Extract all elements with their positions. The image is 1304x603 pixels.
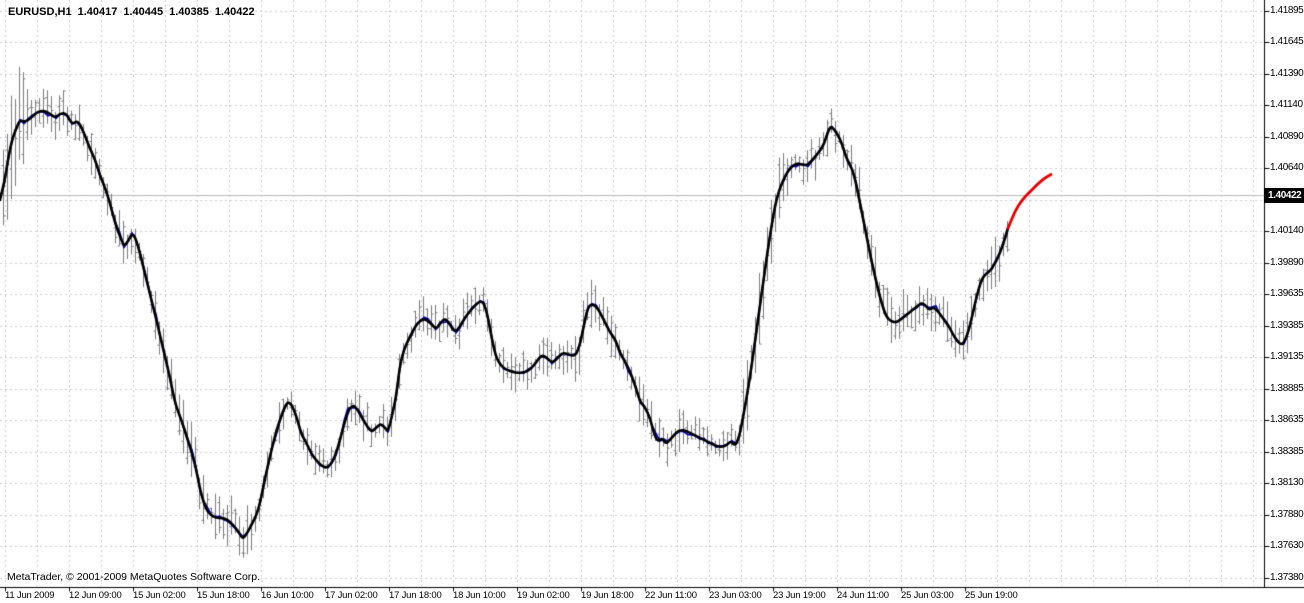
price-axis-label: 1.39385 xyxy=(1270,320,1304,331)
time-axis-label: 15 Jun 18:00 xyxy=(197,590,250,601)
price-axis-label: 1.39635 xyxy=(1270,288,1304,299)
time-axis-label: 16 Jun 10:00 xyxy=(261,590,314,601)
price-axis-label: 1.39135 xyxy=(1270,351,1304,362)
time-axis-label: 12 Jun 09:00 xyxy=(69,590,122,601)
time-axis-label: 17 Jun 18:00 xyxy=(389,590,442,601)
price-axis-label: 1.37630 xyxy=(1270,540,1304,551)
time-axis-label: 15 Jun 02:00 xyxy=(133,590,186,601)
current-price-value: 1.40422 xyxy=(1268,190,1302,201)
price-axis-label: 1.41140 xyxy=(1270,99,1303,110)
chart-title: EURUSD,H1 1.40417 1.40445 1.40385 1.40422 xyxy=(8,6,261,18)
time-axis-label: 22 Jun 11:00 xyxy=(645,590,697,601)
price-axis-label: 1.37880 xyxy=(1270,509,1304,520)
price-axis-label: 1.40890 xyxy=(1270,131,1304,142)
time-axis-label: 23 Jun 19:00 xyxy=(773,590,826,601)
current-price-tag: 1.40422 xyxy=(1264,188,1304,203)
symbol-period-label: EURUSD,H1 xyxy=(8,6,72,18)
price-axis-label: 1.40640 xyxy=(1270,162,1304,173)
price-axis-label: 1.38130 xyxy=(1270,477,1304,488)
price-axis-label: 1.41390 xyxy=(1270,68,1304,79)
time-axis-label: 25 Jun 19:00 xyxy=(965,590,1018,601)
time-axis-label: 19 Jun 18:00 xyxy=(581,590,634,601)
ohlc-high-value: 1.40445 xyxy=(123,6,164,18)
time-axis-label: 19 Jun 02:00 xyxy=(517,590,570,601)
ohlc-low-value: 1.40385 xyxy=(169,6,209,18)
price-axis-label: 1.40140 xyxy=(1270,225,1304,236)
time-axis-label: 23 Jun 03:00 xyxy=(709,590,762,601)
price-axis-label: 1.38385 xyxy=(1270,446,1304,457)
price-axis-label: 1.38885 xyxy=(1270,383,1304,394)
time-axis-label: 25 Jun 03:00 xyxy=(901,590,954,601)
price-axis-label: 1.38635 xyxy=(1270,414,1304,425)
ohlc-open-value: 1.40417 xyxy=(77,6,118,18)
price-axis-label: 1.41895 xyxy=(1270,5,1304,16)
price-axis-label: 1.41645 xyxy=(1270,36,1304,47)
copyright-text: MetaTrader, © 2001-2009 MetaQuotes Softw… xyxy=(7,571,261,583)
time-axis-label: 11 Jun 2009 xyxy=(5,590,55,601)
price-axis-label: 1.39890 xyxy=(1270,257,1304,268)
time-axis-label: 17 Jun 02:00 xyxy=(325,590,378,601)
time-axis-label: 18 Jun 10:00 xyxy=(453,590,506,601)
time-axis-label: 24 Jun 11:00 xyxy=(837,590,889,601)
price-axis-label: 1.37380 xyxy=(1270,572,1304,583)
ohlc-close-value: 1.40422 xyxy=(214,6,255,18)
